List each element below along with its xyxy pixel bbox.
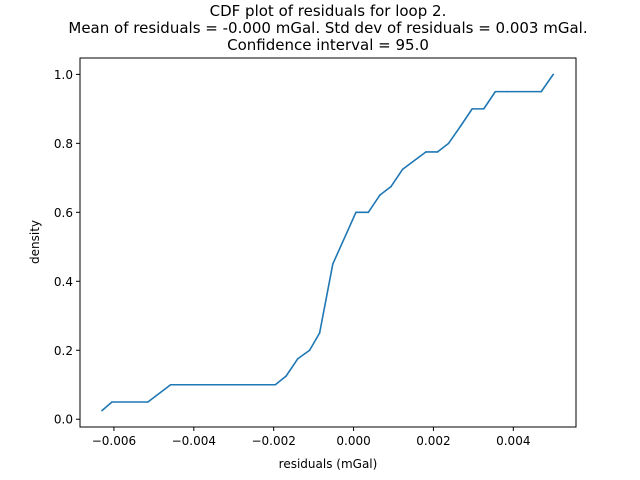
data-point (436, 151, 439, 153)
data-point (401, 168, 404, 171)
data-point (379, 194, 381, 196)
data-point (101, 409, 103, 412)
plot-area-frame (79, 57, 577, 428)
y-tick-label: 0.6 (54, 206, 73, 220)
data-point (274, 383, 277, 386)
data-point (482, 108, 485, 110)
data-point (552, 73, 555, 76)
data-point (308, 349, 311, 352)
x-tick-label: −0.004 (172, 434, 216, 448)
y-axis-ticks: 0.0 0.2 0.4 0.6 0.8 1.0 (54, 68, 80, 427)
data-point (355, 211, 357, 214)
y-tick-label: 0.8 (54, 137, 73, 151)
y-tick-label: 0.4 (54, 275, 73, 289)
chart-title: CDF plot of residuals for loop 2. Mean o… (68, 2, 587, 54)
data-point (285, 375, 287, 377)
series-line-cdf (101, 73, 554, 412)
data-point (459, 125, 462, 127)
y-axis-label: density (28, 220, 42, 264)
y-tick-label: 0.0 (54, 413, 73, 427)
data-point (447, 142, 450, 145)
x-tick-label: −0.002 (251, 434, 295, 448)
series-points (101, 73, 555, 412)
data-point (425, 151, 427, 153)
title-line-1: CDF plot of residuals for loop 2. (210, 2, 447, 20)
title-line-2: Mean of residuals = -0.000 mGal. Std dev… (68, 19, 587, 37)
x-tick-label: −0.006 (92, 434, 136, 448)
y-tick-label: 1.0 (54, 68, 73, 82)
data-point (169, 383, 172, 386)
data-point (318, 332, 321, 334)
x-axis-label: residuals (mGal) (279, 457, 378, 471)
data-point (540, 90, 543, 93)
y-tick-label: 0.2 (54, 344, 73, 358)
data-point (494, 90, 497, 93)
x-tick-label: 0.004 (496, 434, 530, 448)
data-point (111, 401, 113, 403)
data-point (471, 108, 473, 110)
x-tick-label: 0.002 (416, 434, 450, 448)
data-point (390, 185, 392, 188)
data-point (506, 90, 508, 93)
x-axis-ticks: −0.006 −0.004 −0.002 0.000 0.002 0.004 (92, 427, 530, 448)
data-point (367, 211, 370, 214)
x-tick-label: 0.000 (336, 434, 370, 448)
data-point (331, 263, 334, 265)
data-point (147, 401, 149, 403)
title-line-3: Confidence interval = 95.0 (227, 36, 429, 54)
data-point (296, 358, 299, 360)
